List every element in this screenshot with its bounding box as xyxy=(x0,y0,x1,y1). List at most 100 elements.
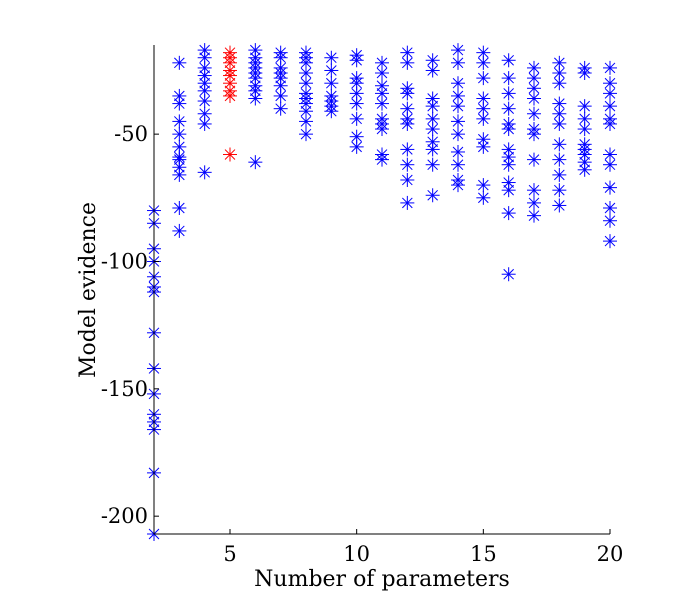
data-point xyxy=(501,53,516,68)
x-axis-title: Number of parameters xyxy=(254,567,510,592)
data-point xyxy=(248,91,263,106)
data-point xyxy=(172,167,187,182)
data-point xyxy=(400,195,415,210)
data-point xyxy=(501,183,516,198)
data-point xyxy=(577,66,592,81)
x-axis-ticks: 5 10 15 20 xyxy=(223,529,623,566)
data-point xyxy=(552,76,567,91)
data-point xyxy=(349,76,364,91)
y-tick-label: -100 xyxy=(101,249,148,273)
data-point xyxy=(172,114,187,129)
y-axis-ticks: -200 -150 -100 -50 xyxy=(101,122,159,528)
data-point xyxy=(501,101,516,116)
data-point xyxy=(603,99,617,114)
data-point xyxy=(349,139,364,154)
data-point xyxy=(375,78,389,93)
data-point xyxy=(603,180,617,195)
data-point xyxy=(197,116,212,131)
data-point xyxy=(476,139,491,154)
data-point xyxy=(400,55,415,70)
data-point xyxy=(476,55,491,70)
data-point xyxy=(451,55,465,70)
data-point xyxy=(197,43,212,58)
data-point xyxy=(527,152,541,167)
data-point xyxy=(425,157,440,172)
data-point xyxy=(172,223,187,238)
data-point xyxy=(273,88,288,103)
data-point xyxy=(248,155,263,170)
data-point xyxy=(527,195,541,210)
data-point xyxy=(299,114,313,129)
data-point xyxy=(501,150,516,165)
data-point xyxy=(375,96,389,111)
data-point xyxy=(172,160,187,175)
data-point xyxy=(172,201,187,215)
data-point xyxy=(425,63,440,78)
data-point xyxy=(527,91,541,106)
data-point xyxy=(451,99,465,114)
data-point xyxy=(527,60,541,75)
data-point xyxy=(501,86,516,101)
data-point xyxy=(527,208,541,223)
data-point xyxy=(603,201,617,215)
data-point xyxy=(425,142,440,157)
data-point xyxy=(501,206,516,221)
data-point xyxy=(223,147,237,162)
data-point xyxy=(400,172,415,187)
data-point xyxy=(603,116,617,131)
data-point xyxy=(172,55,187,70)
data-point xyxy=(501,71,516,86)
data-point xyxy=(451,127,465,142)
y-tick-label: -50 xyxy=(114,122,148,146)
data-point xyxy=(400,116,415,131)
data-point xyxy=(501,267,516,282)
data-point xyxy=(349,96,364,111)
data-point xyxy=(552,137,567,152)
data-point xyxy=(451,157,465,172)
data-point xyxy=(552,152,567,167)
data-point xyxy=(349,111,364,126)
data-point xyxy=(577,162,592,177)
data-point xyxy=(299,66,313,81)
data-point xyxy=(527,127,541,142)
data-point xyxy=(552,116,567,131)
data-point xyxy=(273,101,288,116)
data-point xyxy=(425,99,440,114)
data-point xyxy=(577,99,592,114)
data-point xyxy=(476,190,491,205)
data-point xyxy=(552,55,567,70)
data-point xyxy=(197,165,212,180)
data-point xyxy=(552,198,567,213)
data-point xyxy=(425,122,440,137)
data-point xyxy=(451,144,465,159)
data-point xyxy=(603,86,617,101)
data-point xyxy=(425,134,440,149)
data-point xyxy=(273,50,288,65)
data-point xyxy=(375,122,389,137)
data-point xyxy=(552,167,567,182)
y-axis-title: Model evidence xyxy=(76,202,101,378)
data-point xyxy=(451,114,465,129)
data-point xyxy=(451,76,465,91)
data-point xyxy=(324,76,339,91)
x-tick-label: 5 xyxy=(223,542,236,566)
data-point xyxy=(197,60,212,75)
data-point xyxy=(299,55,313,70)
data-point xyxy=(451,178,465,193)
data-point xyxy=(400,86,415,101)
data-point xyxy=(527,183,541,198)
data-point xyxy=(375,152,389,167)
x-tick-label: 10 xyxy=(343,542,370,566)
data-point xyxy=(527,106,541,121)
data-point xyxy=(349,53,364,68)
data-point xyxy=(603,213,617,228)
data-point xyxy=(375,66,389,81)
data-point xyxy=(400,142,415,157)
data-point xyxy=(476,178,491,193)
data-point xyxy=(324,50,339,65)
data-point xyxy=(172,96,187,111)
data-point xyxy=(476,71,491,86)
y-tick-label: -200 xyxy=(101,504,148,528)
data-point xyxy=(172,127,187,142)
